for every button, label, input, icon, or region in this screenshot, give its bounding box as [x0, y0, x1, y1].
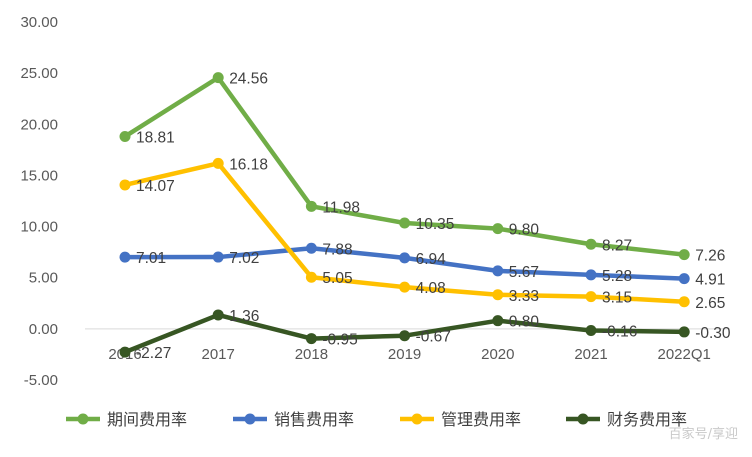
data-label: 6.94 — [416, 251, 447, 268]
series-4: -2.27 1.36 -0.95 -0.67 0.80 -0.16 -0.30 — [119, 308, 731, 362]
data-point — [119, 251, 131, 263]
y-axis-ticks: 30.00 25.00 20.00 15.00 10.00 5.00 0.00 -5.00 — [20, 14, 58, 389]
data-label: 3.15 — [602, 290, 632, 307]
data-label: -0.67 — [416, 329, 451, 346]
legend-item: 财务费用率 — [566, 411, 687, 429]
legend-label: 管理费用率 — [441, 411, 521, 429]
legend-swatch-marker — [577, 413, 589, 425]
series-3: 14.07 16.18 5.05 4.08 3.33 3.15 2.65 — [119, 156, 725, 312]
data-point — [399, 252, 411, 264]
y-tick-label: 30.00 — [20, 14, 58, 31]
data-point — [305, 200, 317, 212]
legend-swatch-marker — [411, 413, 423, 425]
data-label: 14.07 — [136, 178, 175, 195]
legend-item: 期间费用率 — [66, 411, 187, 429]
data-label: 11.98 — [322, 199, 360, 216]
series-1: 18.81 24.56 11.98 10.35 9.80 8.27 7.26 — [119, 71, 725, 265]
data-label: -2.27 — [136, 345, 171, 362]
data-label: 5.67 — [509, 264, 539, 281]
legend-item: 销售费用率 — [233, 411, 354, 429]
data-label: 5.28 — [602, 268, 632, 285]
data-label: 4.08 — [416, 280, 446, 297]
data-label: 0.80 — [509, 314, 540, 331]
data-label: 7.02 — [229, 250, 259, 267]
y-tick-label: 20.00 — [20, 116, 58, 133]
legend: 期间费用率 销售费用率 管理费用率 财务费用率 — [66, 411, 687, 429]
data-point — [585, 291, 597, 303]
y-tick-label: -5.00 — [24, 372, 58, 389]
data-point — [678, 296, 690, 308]
data-point — [212, 309, 224, 321]
x-tick-label: 2020 — [481, 346, 514, 363]
legend-swatch-marker — [244, 413, 256, 425]
data-label: 5.05 — [322, 270, 352, 287]
legend-label: 期间费用率 — [107, 411, 187, 429]
data-point — [212, 251, 224, 263]
y-tick-label: 5.00 — [29, 270, 58, 287]
y-tick-label: 15.00 — [20, 167, 58, 184]
data-point — [492, 289, 504, 301]
data-label: 9.80 — [509, 222, 540, 239]
data-point — [305, 242, 317, 254]
data-point — [119, 346, 131, 358]
x-tick-label: 2019 — [388, 346, 421, 363]
data-point — [492, 223, 504, 235]
watermark-text: 百家号/享迎 — [668, 427, 738, 442]
data-label: 7.88 — [322, 241, 352, 258]
legend-label: 财务费用率 — [607, 411, 687, 429]
x-axis-ticks: 2016201720182019202020212022Q1 — [108, 346, 711, 363]
data-point — [212, 157, 224, 169]
data-point — [399, 217, 411, 229]
data-point — [585, 269, 597, 281]
data-label: -0.16 — [602, 323, 637, 340]
data-label: 16.18 — [229, 156, 268, 173]
data-point — [305, 333, 317, 345]
data-label: 8.27 — [602, 237, 632, 254]
data-point — [678, 249, 690, 261]
data-point — [585, 238, 597, 250]
data-label: 10.35 — [416, 216, 455, 233]
x-tick-label: 2021 — [574, 346, 607, 363]
series-2: 7.01 7.02 7.88 6.94 5.67 5.28 4.91 — [119, 241, 725, 289]
y-tick-label: 25.00 — [20, 65, 58, 82]
series-line — [122, 161, 687, 305]
y-tick-label: 0.00 — [29, 321, 58, 338]
data-point — [678, 273, 690, 285]
data-point — [305, 271, 317, 283]
data-label: 7.26 — [695, 248, 725, 265]
data-point — [399, 330, 411, 342]
data-point — [119, 179, 131, 191]
y-tick-label: 10.00 — [20, 219, 58, 236]
data-label: 2.65 — [695, 295, 725, 312]
data-point — [492, 265, 504, 277]
x-tick-label: 2022Q1 — [658, 346, 711, 363]
data-point — [399, 281, 411, 293]
data-label: 3.33 — [509, 288, 539, 305]
data-label: 18.81 — [136, 129, 175, 146]
data-label: -0.95 — [322, 332, 357, 349]
data-point — [212, 72, 224, 84]
legend-label: 销售费用率 — [274, 411, 354, 429]
series-layer: 18.81 24.56 11.98 10.35 9.80 8.27 7.26 7.01 7.02… — [119, 71, 731, 362]
data-label: 4.91 — [695, 272, 725, 289]
data-point — [585, 324, 597, 336]
data-point — [492, 315, 504, 327]
data-label: 7.01 — [136, 250, 166, 267]
data-label: -0.30 — [695, 325, 731, 342]
x-tick-label: 2018 — [295, 346, 328, 363]
data-label: 24.56 — [229, 71, 268, 88]
x-tick-label: 2017 — [202, 346, 235, 363]
data-label: 1.36 — [229, 308, 259, 325]
data-point — [119, 130, 131, 142]
data-point — [678, 326, 690, 338]
legend-item: 管理费用率 — [400, 411, 521, 429]
legend-swatch-marker — [77, 413, 89, 425]
